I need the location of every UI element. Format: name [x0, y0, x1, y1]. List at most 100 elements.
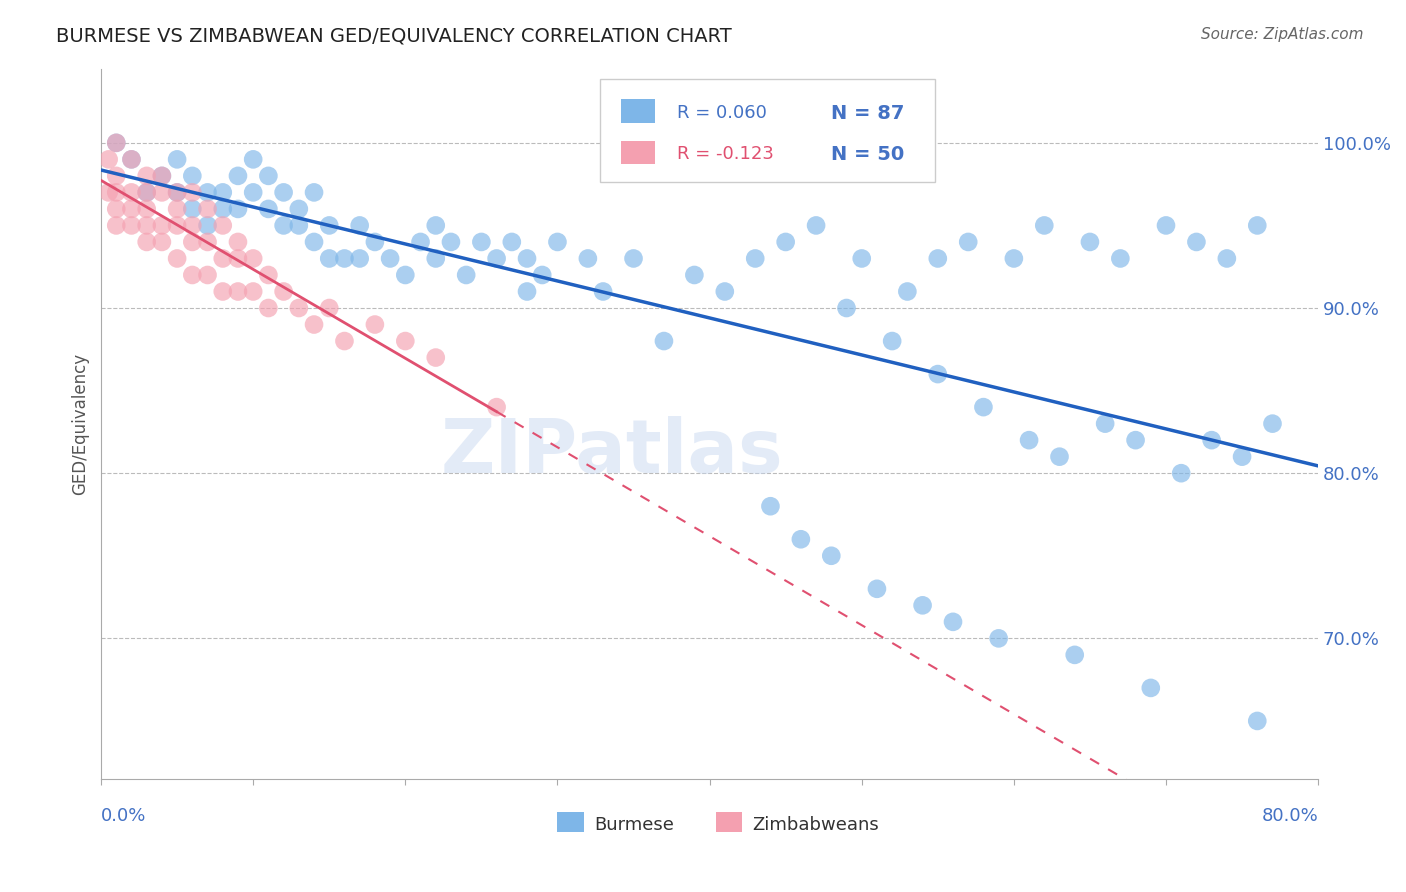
Point	[394, 334, 416, 348]
Point	[394, 268, 416, 282]
Point	[1078, 235, 1101, 249]
Point	[166, 252, 188, 266]
Point	[1246, 714, 1268, 728]
Point	[150, 169, 173, 183]
Point	[288, 202, 311, 216]
Point	[211, 285, 233, 299]
Point	[181, 186, 204, 200]
Point	[364, 235, 387, 249]
Point	[1185, 235, 1208, 249]
Point	[1094, 417, 1116, 431]
Point	[226, 169, 249, 183]
Point	[273, 186, 295, 200]
Point	[257, 202, 280, 216]
Point	[927, 367, 949, 381]
Point	[911, 599, 934, 613]
Text: ZIPatlas: ZIPatlas	[441, 416, 783, 489]
Point	[105, 219, 128, 233]
Point	[150, 169, 173, 183]
Point	[121, 219, 143, 233]
Point	[288, 301, 311, 315]
Point	[135, 235, 157, 249]
Point	[288, 219, 311, 233]
Point	[364, 318, 387, 332]
Text: Zimbabweans: Zimbabweans	[752, 816, 879, 834]
Point	[1049, 450, 1071, 464]
Point	[135, 186, 157, 200]
Point	[197, 235, 219, 249]
Point	[501, 235, 523, 249]
Point	[333, 252, 356, 266]
Point	[1125, 433, 1147, 447]
Point	[242, 153, 264, 167]
Point	[623, 252, 645, 266]
Point	[257, 169, 280, 183]
Point	[242, 285, 264, 299]
Point	[882, 334, 904, 348]
Point	[302, 318, 325, 332]
Text: R = 0.060: R = 0.060	[676, 104, 766, 122]
Bar	[620, 141, 655, 164]
Point	[105, 186, 128, 200]
Point	[181, 219, 204, 233]
Point	[1170, 466, 1192, 480]
Point	[516, 252, 538, 266]
Point	[1018, 433, 1040, 447]
Point	[181, 268, 204, 282]
Point	[775, 235, 797, 249]
Point	[652, 334, 675, 348]
Point	[226, 235, 249, 249]
Text: N = 50: N = 50	[831, 145, 904, 164]
Point	[318, 252, 340, 266]
Point	[820, 549, 842, 563]
Point	[211, 252, 233, 266]
Point	[121, 186, 143, 200]
Point	[150, 219, 173, 233]
Point	[1230, 450, 1253, 464]
Text: R = -0.123: R = -0.123	[676, 145, 773, 163]
Point	[1063, 648, 1085, 662]
Text: N = 87: N = 87	[831, 103, 904, 123]
Point	[242, 186, 264, 200]
Point	[318, 301, 340, 315]
Point	[425, 219, 447, 233]
FancyBboxPatch shape	[600, 79, 935, 182]
Point	[485, 400, 508, 414]
Point	[378, 252, 401, 266]
Point	[105, 136, 128, 150]
Point	[1261, 417, 1284, 431]
Point	[790, 533, 813, 547]
Point	[576, 252, 599, 266]
Text: Source: ZipAtlas.com: Source: ZipAtlas.com	[1201, 27, 1364, 42]
Point	[135, 186, 157, 200]
Point	[1033, 219, 1056, 233]
Point	[333, 334, 356, 348]
Point	[135, 202, 157, 216]
Point	[181, 202, 204, 216]
Bar	[716, 812, 742, 832]
Point	[987, 632, 1010, 646]
Point	[318, 219, 340, 233]
Point	[804, 219, 827, 233]
Point	[197, 202, 219, 216]
Point	[957, 235, 980, 249]
Point	[349, 252, 371, 266]
Point	[896, 285, 918, 299]
Point	[1154, 219, 1177, 233]
Point	[927, 252, 949, 266]
Point	[516, 285, 538, 299]
Point	[835, 301, 858, 315]
Point	[166, 153, 188, 167]
Point	[456, 268, 478, 282]
Point	[1201, 433, 1223, 447]
Point	[166, 202, 188, 216]
Point	[1109, 252, 1132, 266]
Point	[683, 268, 706, 282]
Point	[440, 235, 463, 249]
Point	[470, 235, 492, 249]
Point	[97, 153, 120, 167]
Bar	[620, 99, 655, 123]
Point	[759, 500, 782, 514]
Point	[546, 235, 568, 249]
Point	[257, 301, 280, 315]
